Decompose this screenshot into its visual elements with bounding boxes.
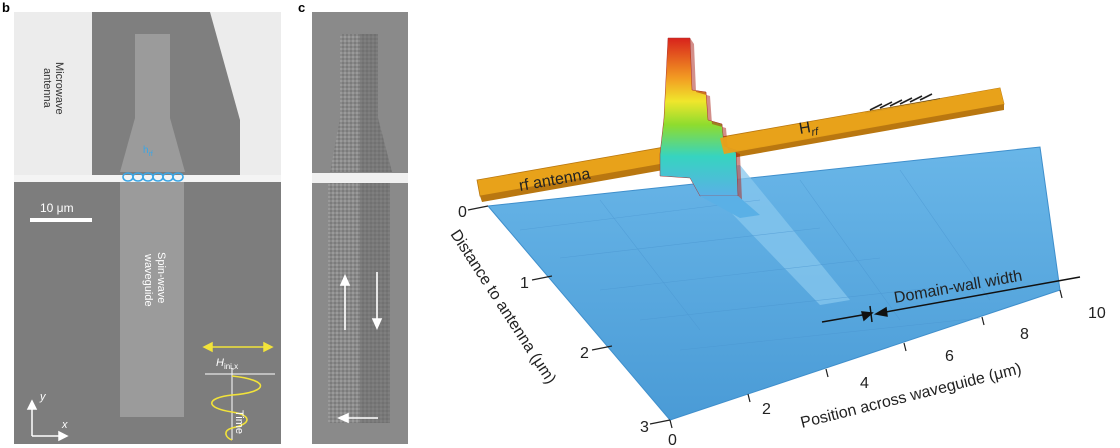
axis-x-label: x: [61, 419, 68, 431]
spin-wave-waveguide: [120, 182, 184, 417]
panel-b-label: b: [2, 0, 10, 15]
scale-bar: [30, 218, 92, 222]
magnetization-arrows: [337, 272, 383, 424]
y-tick-label: 1: [520, 275, 529, 292]
waveguide-label-line2: waveguide: [142, 253, 154, 307]
y-tick-label: 3: [640, 419, 649, 436]
x-tick-label: 10: [1088, 305, 1106, 322]
y-tick-label: 0: [458, 204, 467, 221]
x-tick-label: 0: [668, 432, 677, 448]
axis-y-label: y: [39, 391, 47, 403]
h-ini-label: Hini,x: [216, 357, 238, 371]
x-axis-title: Position across waveguide (μm): [799, 360, 1023, 431]
antenna-label-line1: Microwave: [53, 62, 65, 115]
surface-plot: [467, 37, 1081, 429]
hrf-field-loops: [122, 172, 184, 182]
h-ini-double-arrow: [202, 341, 274, 353]
h-rf-label: Hrf: [798, 118, 820, 141]
panel-b-sem-image: [14, 12, 281, 444]
x-tick-label: 4: [860, 375, 869, 392]
antenna-label-line2: antenna: [41, 68, 53, 109]
panel-c-label: c: [298, 0, 306, 15]
x-tick-label: 6: [945, 348, 954, 365]
time-label: Time: [233, 410, 245, 434]
domain-wall-arrow: [821, 276, 1081, 323]
xy-axis-indicator: [26, 399, 69, 442]
panel-c-image: [312, 12, 408, 444]
y-tick-label: 2: [580, 345, 589, 362]
hrf-label: hrf: [143, 145, 153, 158]
x-tick-label: 2: [762, 401, 771, 418]
waveguide-label-line1: Spin-wave: [155, 252, 167, 303]
scale-bar-label: 10 μm: [40, 201, 74, 215]
time-waveform: [205, 368, 275, 441]
x-tick-label: 8: [1020, 326, 1029, 343]
waveguide-taper: [120, 34, 185, 172]
